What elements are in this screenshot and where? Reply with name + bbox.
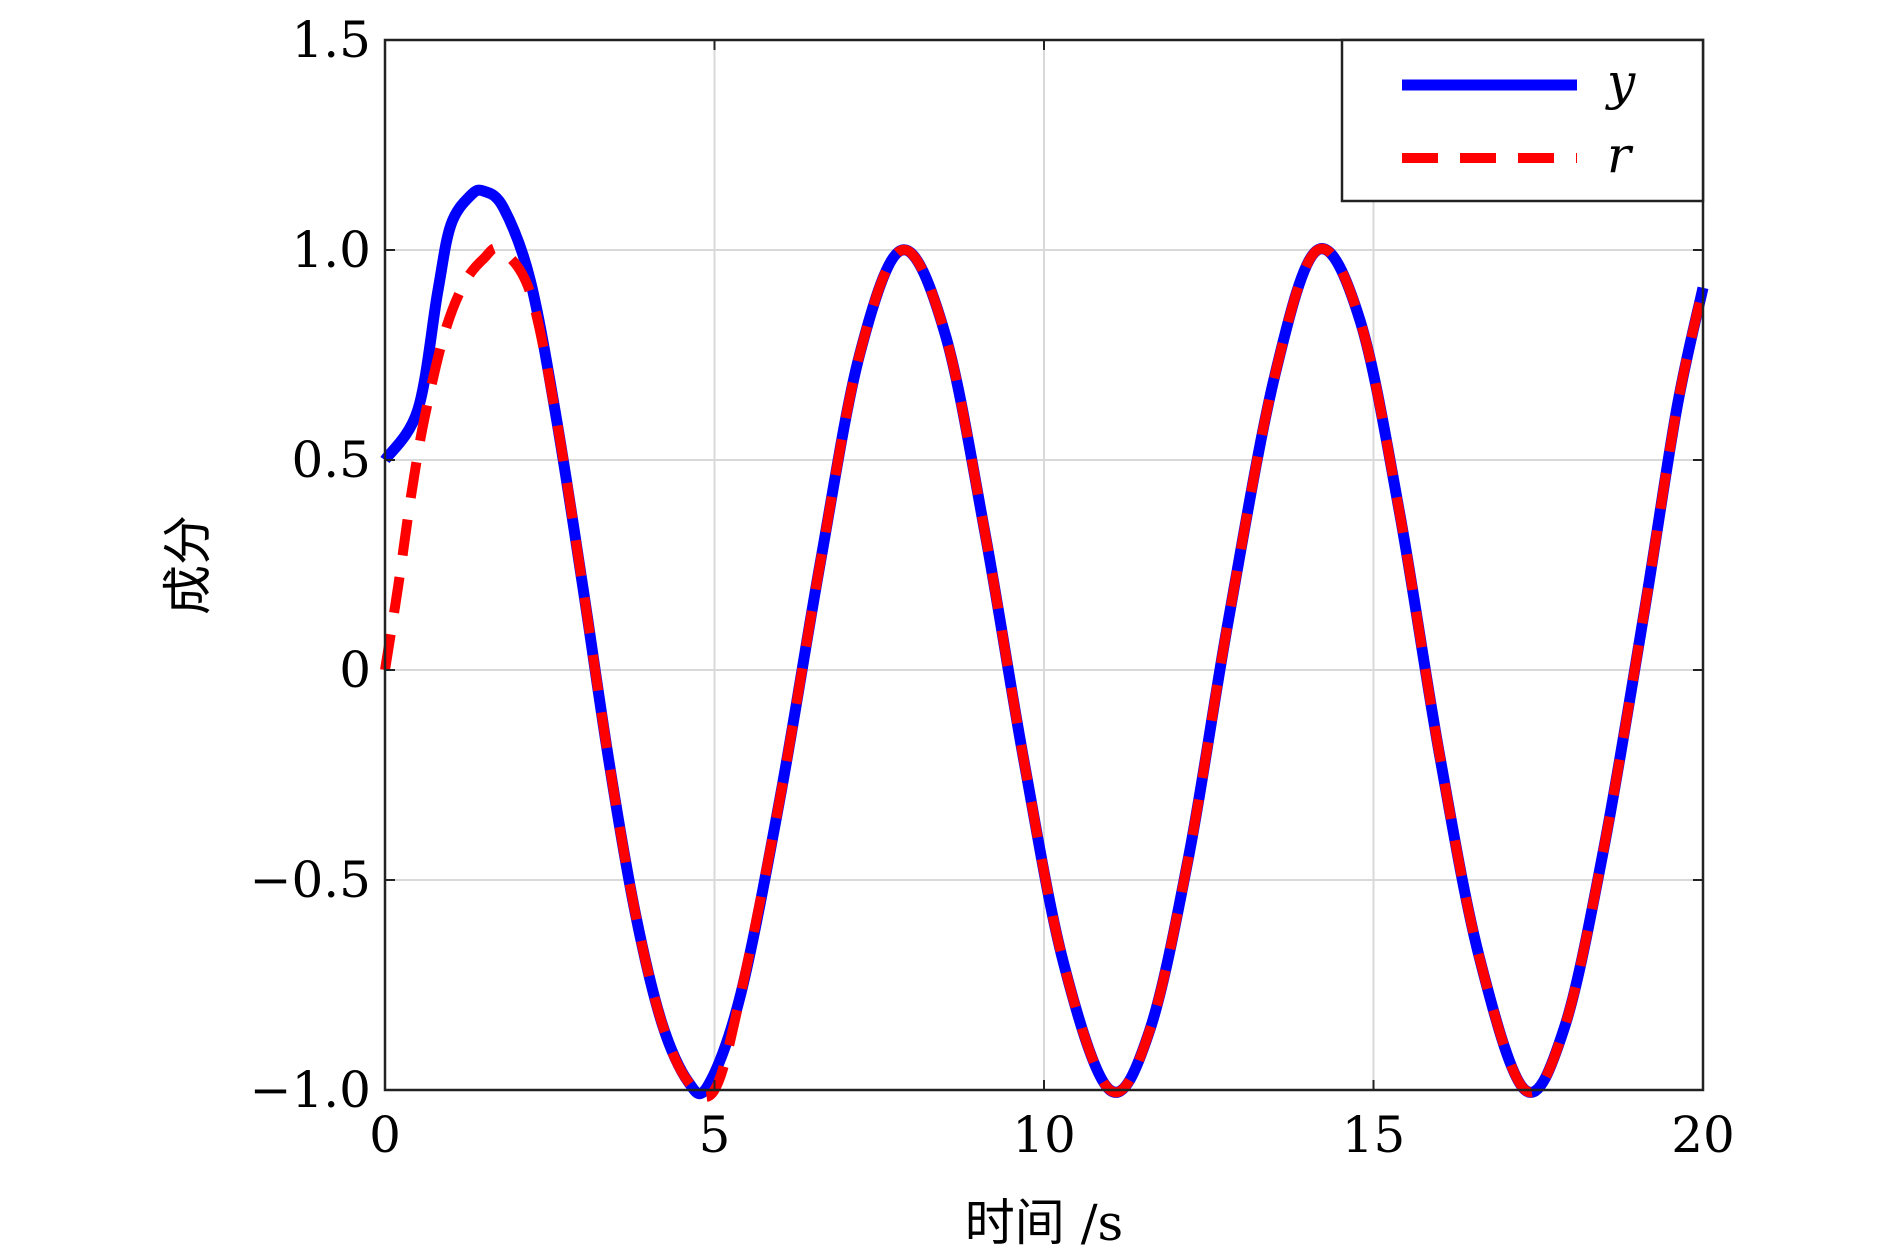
legend-box bbox=[1340, 38, 1705, 203]
x-tick-label: 15 bbox=[1342, 1106, 1406, 1164]
y-tick-label: −1.0 bbox=[250, 1061, 371, 1119]
y-tick-label: −0.5 bbox=[250, 851, 371, 909]
grid-lines bbox=[385, 40, 1703, 1090]
y-tick-label: 0.5 bbox=[291, 431, 371, 489]
y-axis-title: 成分 bbox=[159, 515, 217, 615]
x-tick-label: 5 bbox=[699, 1106, 731, 1164]
series-line-r bbox=[380, 243, 1708, 1102]
y-tick-label: 1.0 bbox=[291, 221, 371, 279]
x-tick-label: 10 bbox=[1012, 1106, 1076, 1164]
y-tick-label: 0 bbox=[339, 641, 371, 699]
x-axis-title: 时间 /s bbox=[965, 1194, 1123, 1252]
legend-label-y: y bbox=[1605, 53, 1636, 111]
legend: y r bbox=[1340, 38, 1705, 203]
series-lines bbox=[380, 184, 1709, 1102]
tick-labels: 0 5 10 15 20 −1.0 −0.5 0 0.5 1.0 1.5 bbox=[250, 11, 1735, 1164]
x-tick-label: 20 bbox=[1671, 1106, 1735, 1164]
y-tick-label: 1.5 bbox=[291, 11, 371, 69]
legend-label-r: r bbox=[1607, 126, 1634, 184]
x-tick-label: 0 bbox=[369, 1106, 401, 1164]
